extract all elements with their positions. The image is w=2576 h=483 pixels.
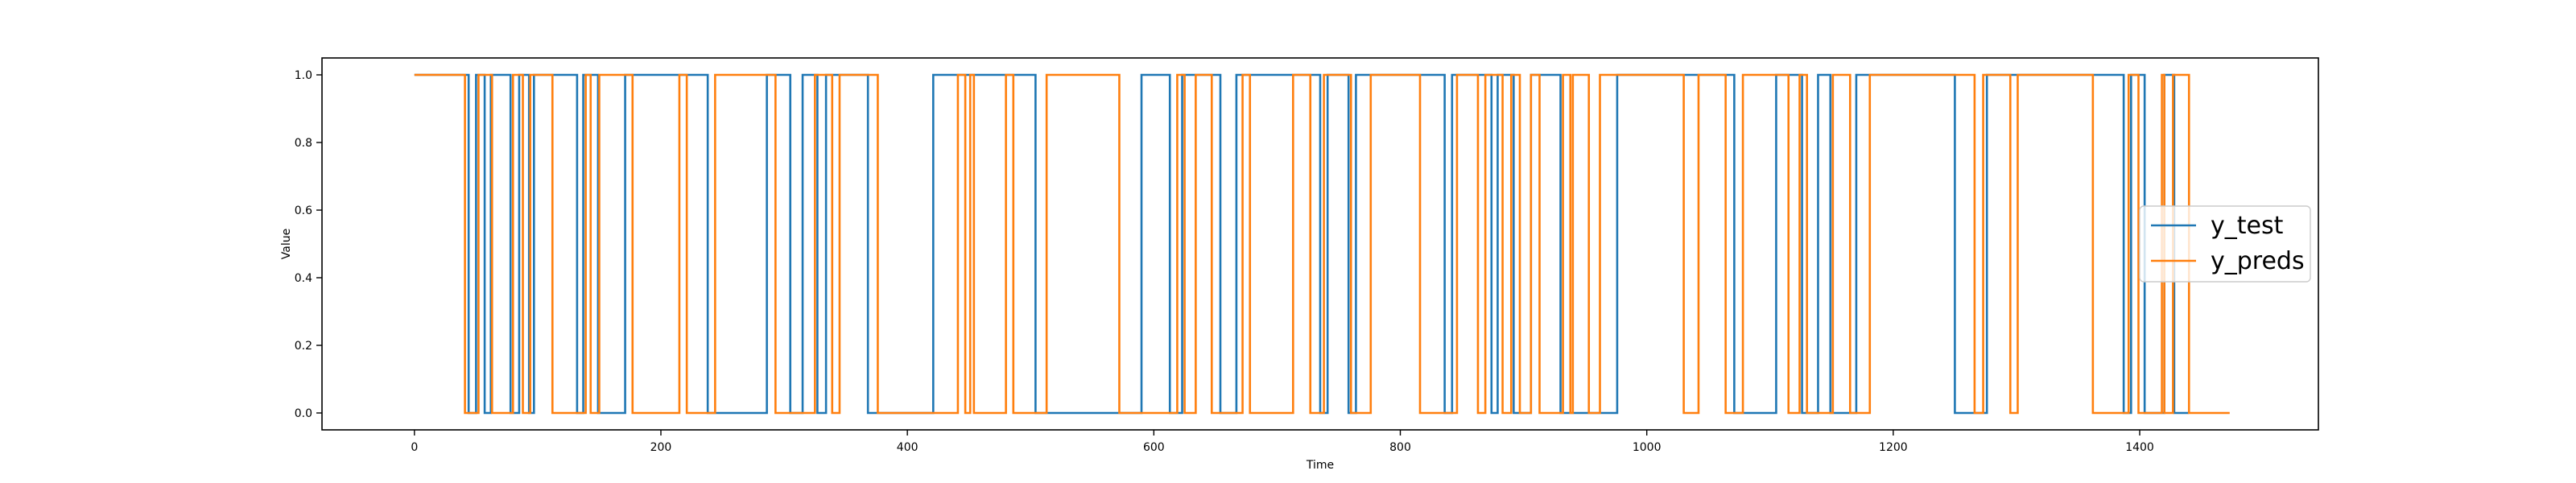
x-tick-label: 1200 bbox=[1879, 441, 1908, 454]
x-axis-ticks: 0 200 400 600 800 1000 1200 1400 bbox=[411, 430, 2154, 454]
x-tick-label: 400 bbox=[897, 441, 919, 454]
y-tick-label: 0.6 bbox=[295, 204, 312, 217]
legend: y_test y_preds bbox=[2139, 205, 2311, 283]
x-tick-label: 600 bbox=[1143, 441, 1165, 454]
legend-label-y-preds: y_preds bbox=[2211, 247, 2305, 275]
y-tick-label: 0.8 bbox=[295, 137, 312, 150]
x-tick-label: 200 bbox=[650, 441, 672, 454]
series-layer bbox=[414, 73, 2230, 415]
y-axis-label: Value bbox=[280, 229, 293, 259]
x-tick-label: 0 bbox=[411, 441, 418, 454]
y-tick-label: 0.0 bbox=[295, 407, 312, 420]
x-tick-label: 1400 bbox=[2125, 441, 2154, 454]
series-line-y-preds bbox=[414, 73, 2230, 415]
axes-frame bbox=[321, 57, 2319, 431]
x-tick-label: 1000 bbox=[1633, 441, 1662, 454]
legend-label-y-test: y_test bbox=[2211, 212, 2284, 240]
y-tick-label: 0.4 bbox=[295, 272, 312, 285]
x-tick-label: 800 bbox=[1389, 441, 1411, 454]
series-line-y-test bbox=[414, 73, 2190, 415]
y-axis-ticks: 0.0 0.2 0.4 0.6 0.8 1.0 bbox=[295, 69, 322, 420]
y-tick-label: 0.2 bbox=[295, 340, 312, 353]
y-tick-label: 1.0 bbox=[295, 69, 312, 82]
x-axis-label: Time bbox=[1306, 459, 1334, 472]
